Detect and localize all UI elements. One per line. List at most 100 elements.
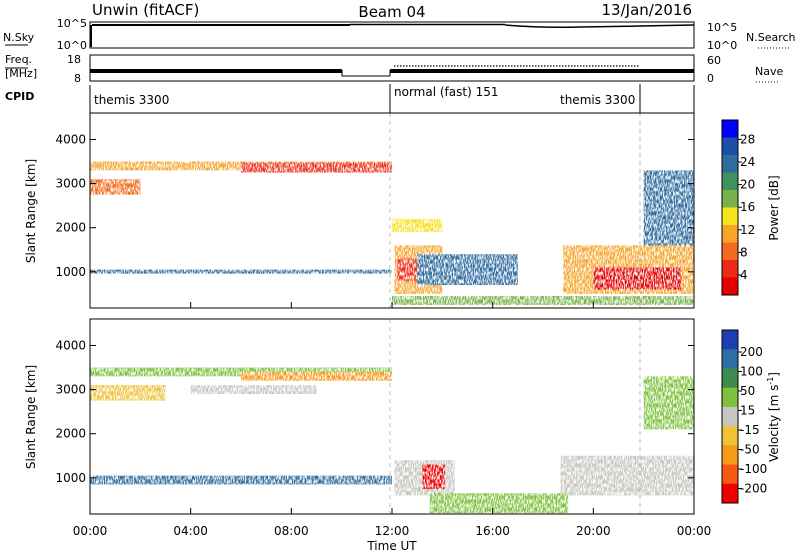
colorbar-swatch xyxy=(722,260,738,278)
colorbar-swatch xyxy=(722,368,738,389)
heatmap-patch-power-6 xyxy=(392,218,443,233)
colorbar-swatch xyxy=(722,483,738,504)
heatmap-patch-power-5 xyxy=(397,258,423,281)
heatmap-patch-power-1 xyxy=(241,162,392,173)
colorbar-tick-label: -15 xyxy=(740,423,760,437)
date-title: 13/Jan/2016 xyxy=(602,1,693,19)
power-colorbar: 4 8 12 16 20 24 28 Power [dB] xyxy=(721,119,781,296)
heatmap-patch-power-9 xyxy=(593,267,682,290)
colorbar-tick-label: 15 xyxy=(740,404,755,418)
velocity-y-axis-label: Slant Range [km] xyxy=(24,365,38,469)
x-axis-label: Time UT xyxy=(366,539,417,553)
x-tick-label: 08:00 xyxy=(274,524,309,538)
colorbar-tick-label: -50 xyxy=(740,443,760,457)
heatmap-patch-velocity-2 xyxy=(90,385,166,401)
freq-panel: Freq. [MHz] 18 8 60 0 Nave xyxy=(5,53,783,85)
colorbar-swatch xyxy=(722,137,738,156)
x-tick-label: 00:00 xyxy=(677,524,712,538)
heatmap-patch-power-2 xyxy=(90,179,141,195)
colorbar-swatch xyxy=(722,464,738,485)
y-tick-label: 2000 xyxy=(55,427,86,441)
colorbar-swatch xyxy=(722,426,738,446)
freq-tick-bottom: 8 xyxy=(74,72,81,85)
heatmap-patch-velocity-4 xyxy=(90,475,392,485)
power-colorbar-label: Power [dB] xyxy=(767,175,781,240)
nsky-tick-top: 10^5 xyxy=(57,17,87,30)
heatmap-patch-power-3 xyxy=(90,269,392,274)
beam-title: Beam 04 xyxy=(358,3,425,21)
heatmap-patch-velocity-6 xyxy=(422,464,445,489)
heatmap-patch-power-7 xyxy=(417,254,518,286)
cpid-segment-1: themis 3300 xyxy=(94,93,169,107)
cpid-label: CPID xyxy=(5,90,34,103)
y-tick-label: 4000 xyxy=(55,132,86,146)
velocity-colorbar-label-sup: -1 xyxy=(766,377,775,385)
cpid-row: CPID themis 3300 normal (fast) 151 themi… xyxy=(5,84,695,113)
heatmap-patch-velocity-7 xyxy=(560,455,694,496)
y-tick-label: 4000 xyxy=(55,338,86,352)
nsky-panel: N.Sky 10^5 10^0 10^5 10^0 N.Search xyxy=(3,17,796,52)
colorbar-swatch xyxy=(722,207,738,226)
station-title: Unwin (fitACF) xyxy=(92,1,199,19)
colorbar-swatch xyxy=(722,387,738,408)
y-tick-label: 2000 xyxy=(55,221,86,235)
colorbar-tick-label: 8 xyxy=(740,245,748,259)
colorbar-tick-label: 50 xyxy=(740,384,755,398)
colorbar-tick-label: 100 xyxy=(740,365,763,379)
velocity-heatmap xyxy=(90,367,694,514)
y-tick-label: 3000 xyxy=(55,177,86,191)
colorbar-swatch xyxy=(722,120,738,138)
cpid-segment-2: normal (fast) 151 xyxy=(394,85,498,99)
colorbar-swatch xyxy=(722,225,738,243)
colorbar-tick-label: 4 xyxy=(740,268,748,282)
y-tick-label: 1000 xyxy=(55,265,86,279)
freq-label-1: Freq. xyxy=(5,53,32,66)
colorbar-swatch xyxy=(722,277,738,296)
colorbar-swatch xyxy=(722,445,738,466)
x-tick-label: 20:00 xyxy=(576,524,611,538)
nave-label: Nave xyxy=(755,65,783,78)
freq-label-2: [MHz] xyxy=(5,67,37,80)
colorbar-swatch xyxy=(722,190,738,208)
power-panel: 1000 2000 3000 4000 Slant Range [km] xyxy=(24,112,695,309)
colorbar-swatch xyxy=(722,406,738,427)
heatmap-patch-velocity-9 xyxy=(643,376,694,430)
nave-tick-bottom: 0 xyxy=(707,72,714,85)
time-x-ticks: 00:00 04:00 08:00 12:00 16:00 20:00 00:00 xyxy=(73,302,712,538)
velocity-y-ticks: 1000 2000 3000 4000 xyxy=(55,338,694,485)
colorbar-tick-label: 12 xyxy=(740,223,755,237)
power-y-ticks: 1000 2000 3000 4000 xyxy=(55,132,694,279)
heatmap-patch-power-11 xyxy=(392,296,694,305)
colorbar-tick-label: 16 xyxy=(740,200,755,214)
x-tick-label: 12:00 xyxy=(375,524,410,538)
power-heatmap xyxy=(90,161,694,305)
colorbar-tick-label: -100 xyxy=(740,462,767,476)
nsky-label: N.Sky xyxy=(3,31,35,44)
cpid-segment-3: themis 3300 xyxy=(560,93,635,107)
colorbar-swatch xyxy=(722,330,738,350)
velocity-colorbar-label-main: Velocity [m s xyxy=(767,385,781,462)
heatmap-patch-velocity-1 xyxy=(241,371,392,381)
colorbar-swatch xyxy=(722,172,738,191)
colorbar-tick-label: 28 xyxy=(740,132,755,146)
x-tick-label: 04:00 xyxy=(173,524,208,538)
colorbar-swatch xyxy=(722,349,738,369)
heatmap-patch-velocity-3 xyxy=(190,385,317,394)
nsearch-tick-top: 10^5 xyxy=(707,21,737,34)
velocity-colorbar-label-end: ] xyxy=(767,372,781,377)
freq-tick-top: 18 xyxy=(67,53,81,66)
velocity-colorbar: 200 100 50 15 -15 -50 -100 -200 Velocity [m s-1… xyxy=(721,329,781,504)
colorbar-swatch xyxy=(722,242,738,261)
nave-tick-top: 60 xyxy=(707,54,721,67)
nsearch-label: N.Search xyxy=(746,31,796,44)
nsearch-tick-bottom: 10^0 xyxy=(707,39,737,52)
power-y-axis-label: Slant Range [km] xyxy=(24,159,38,263)
colorbar-tick-label: 20 xyxy=(740,178,755,192)
nsky-tick-bottom: 10^0 xyxy=(57,39,87,52)
heatmap-patch-velocity-8 xyxy=(429,493,569,514)
heatmap-patch-power-10 xyxy=(643,170,694,246)
x-tick-label: 16:00 xyxy=(475,524,510,538)
colorbar-swatch xyxy=(722,155,738,173)
